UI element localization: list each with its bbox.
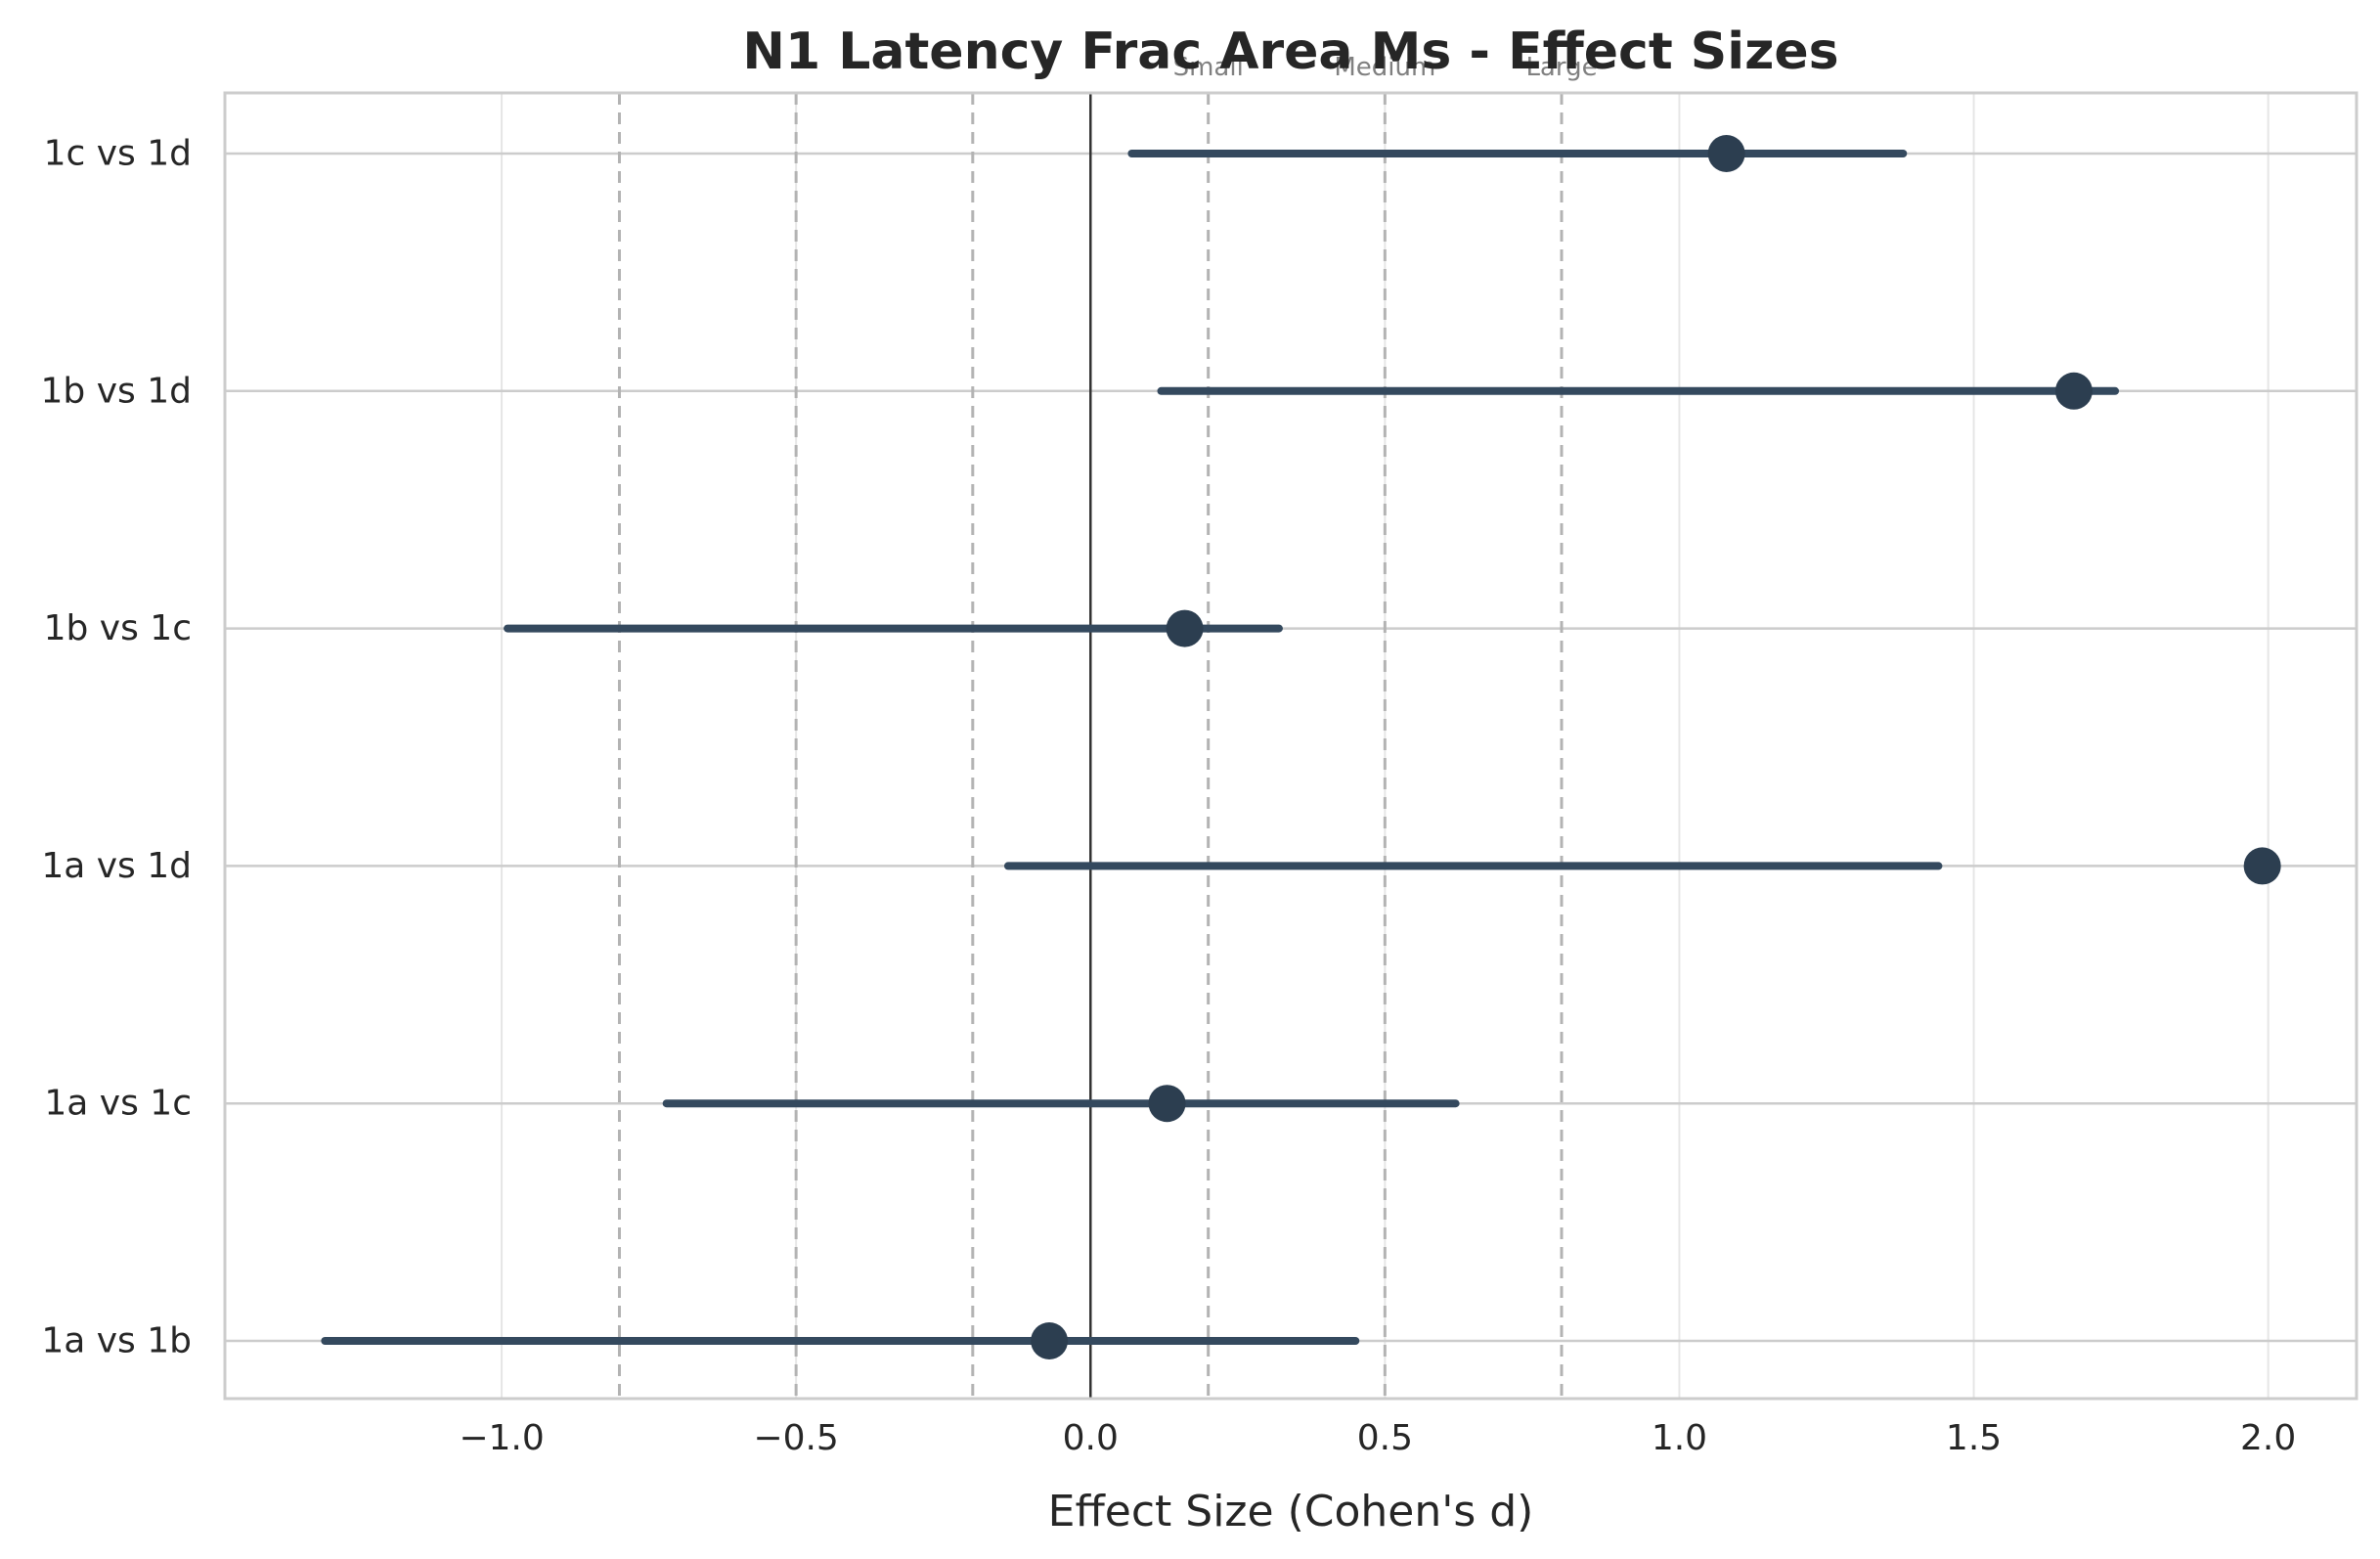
y-tick-label: 1b vs 1c xyxy=(44,608,192,648)
plot-frame xyxy=(223,91,2358,1401)
effect-point xyxy=(1031,1322,1069,1359)
x-tick-label: 0.0 xyxy=(1063,1418,1119,1458)
y-tick-label: 1b vs 1d xyxy=(41,371,192,411)
x-tick-label: 1.0 xyxy=(1652,1418,1707,1458)
grid-layer xyxy=(225,93,2357,1399)
reference-label: Medium xyxy=(1334,53,1435,82)
effect-point xyxy=(2243,847,2281,885)
reference-lines: Small Medium Large xyxy=(617,53,1598,1399)
reference-label: Large xyxy=(1525,53,1597,82)
tick-labels: −1.0 −0.5 0.0 0.5 1.0 1.5 2.0 1a vs 1b 1a vs 1c 1… xyxy=(41,134,2297,1459)
x-tick-label: 1.5 xyxy=(1946,1418,2002,1458)
x-tick-label: −0.5 xyxy=(753,1418,838,1458)
x-tick-label: 0.5 xyxy=(1357,1418,1413,1458)
data-layer xyxy=(321,135,2281,1359)
y-tick-label: 1a vs 1b xyxy=(41,1321,192,1361)
effect-point xyxy=(1707,135,1745,172)
chart-title: N1 Latency Frac Area Ms - Effect Sizes xyxy=(742,22,1838,81)
x-tick-label: −1.0 xyxy=(459,1418,544,1458)
x-tick-label: 2.0 xyxy=(2240,1418,2296,1458)
effect-point xyxy=(1148,1085,1186,1123)
y-tick-label: 1c vs 1d xyxy=(44,134,192,174)
effect-point xyxy=(2054,372,2093,410)
y-tick-label: 1a vs 1c xyxy=(44,1084,192,1124)
effect-point xyxy=(1166,609,1204,647)
x-axis-label: Effect Size (Cohen's d) xyxy=(1048,1487,1534,1537)
reference-label: Small xyxy=(1173,53,1244,82)
y-tick-label: 1a vs 1d xyxy=(41,846,192,886)
